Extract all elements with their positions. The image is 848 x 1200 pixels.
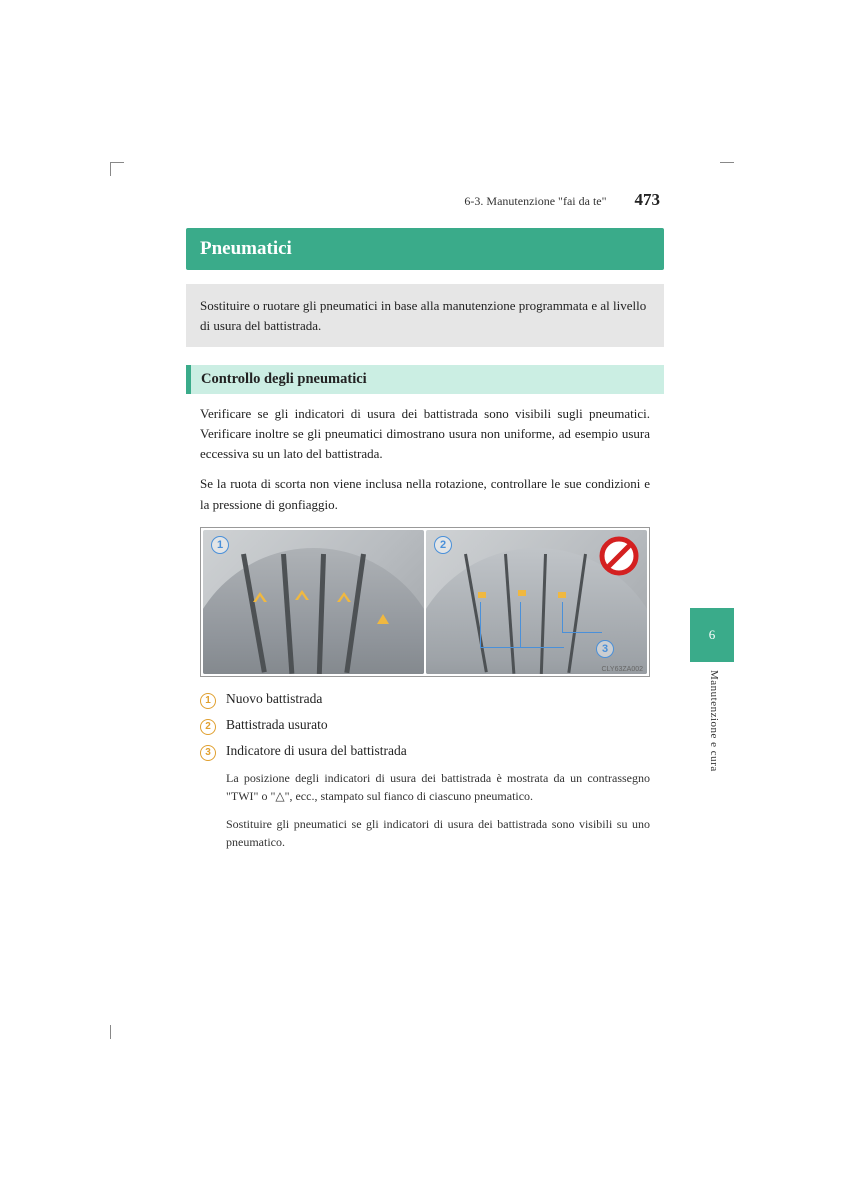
page-content: 6-3. Manutenzione "fai da te" 473 Pneuma… (186, 190, 664, 851)
twi-arrow-icon (253, 592, 267, 602)
wear-indicator-icon (476, 590, 490, 600)
page-title: Pneumatici (186, 228, 664, 270)
breadcrumb: 6-3. Manutenzione "fai da te" (464, 194, 606, 209)
callout-line (480, 602, 564, 648)
crop-mark-bl (110, 1025, 124, 1039)
legend-marker: 2 (200, 719, 216, 735)
legend-marker: 1 (200, 693, 216, 709)
figure-legend: 1 Nuovo battistrada 2 Battistrada usurat… (186, 691, 664, 761)
page-header: 6-3. Manutenzione "fai da te" 473 (186, 190, 664, 210)
twi-arrow-icon (337, 592, 351, 602)
legend-label: Battistrada usurato (226, 717, 328, 733)
legend-item: 1 Nuovo battistrada (200, 691, 650, 709)
page-number: 473 (635, 190, 661, 210)
legend-marker: 3 (200, 745, 216, 761)
tire-surface (203, 548, 424, 674)
prohibition-icon (599, 536, 639, 576)
twi-triangle-icon (377, 614, 391, 624)
callout-line (562, 632, 602, 633)
chapter-number: 6 (709, 627, 716, 643)
paragraph-1: Verificare se gli indicatori di usura de… (186, 404, 664, 464)
wear-indicator-icon (516, 588, 530, 598)
figure-marker-1: 1 (211, 536, 229, 554)
figure-code: CLY63ZA002 (601, 666, 643, 673)
legend-label: Indicatore di usura del battistrada (226, 743, 407, 759)
section-heading: Controllo degli pneumatici (186, 365, 664, 394)
legend-item: 2 Battistrada usurato (200, 717, 650, 735)
legend-note-2: Sostituire gli pneumatici se gli indicat… (186, 815, 664, 851)
wear-indicator-icon (556, 590, 570, 600)
callout-line (562, 602, 563, 632)
intro-summary: Sostituire o ruotare gli pneumatici in b… (186, 284, 664, 347)
crop-mark-tr (720, 162, 734, 176)
tire-panel-worn: 2 3 (426, 530, 647, 674)
tire-panel-new: 1 (203, 530, 424, 674)
twi-arrow-icon (295, 590, 309, 600)
legend-note-1: La posizione degli indicatori di usura d… (186, 769, 664, 805)
chapter-label: Manutenzione e cura (708, 670, 720, 772)
paragraph-2: Se la ruota di scorta non viene inclusa … (186, 474, 664, 514)
callout-line (520, 602, 521, 648)
figure-marker-2: 2 (434, 536, 452, 554)
legend-label: Nuovo battistrada (226, 691, 322, 707)
crop-mark-tl (110, 162, 124, 176)
legend-item: 3 Indicatore di usura del battistrada (200, 743, 650, 761)
chapter-tab: 6 (690, 608, 734, 662)
tire-figure: 1 2 (200, 527, 650, 677)
figure-marker-3: 3 (596, 640, 614, 658)
